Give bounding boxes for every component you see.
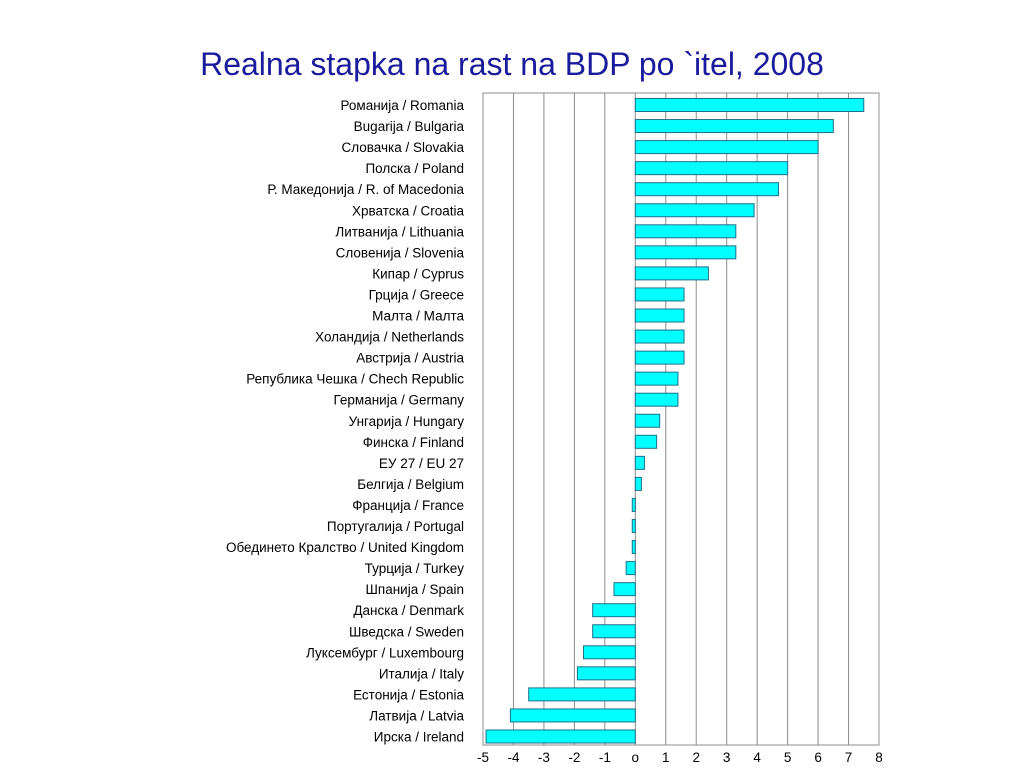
category-label: Обединето Кралство / United Kingdom (226, 540, 464, 555)
category-label: Италија / Italy (379, 666, 464, 681)
bar (634, 476, 642, 491)
category-label: Кипар / Cyprus (372, 266, 464, 281)
bar (634, 455, 645, 470)
bar (634, 413, 661, 428)
x-tick-label: 4 (753, 750, 761, 765)
bar (634, 245, 737, 260)
category-label: Франција / France (352, 498, 464, 513)
bar (634, 182, 779, 197)
bar (631, 497, 636, 512)
bar (509, 708, 636, 723)
chart-title: Realna stapka na rast na BDP po `itel, 2… (200, 46, 824, 82)
bar (583, 645, 636, 660)
bar (634, 434, 658, 449)
category-label: Малта / Малта (372, 309, 464, 324)
bar (634, 266, 709, 281)
category-label: Романија / Romania (341, 98, 465, 113)
bar (625, 561, 636, 576)
category-label: Словенија / Slovenia (336, 245, 465, 260)
bar (634, 224, 737, 239)
category-label: Белгија / Belgium (357, 477, 464, 492)
bar (634, 140, 819, 155)
category-label: Република Чешка / Chech Republic (246, 372, 464, 387)
category-label: Шведска / Sweden (349, 624, 464, 639)
x-tick-label: -5 (477, 750, 489, 765)
bar (485, 729, 636, 744)
bar (576, 666, 636, 681)
category-label: Луксембург / Luxembourg (306, 645, 464, 660)
bar (631, 519, 636, 533)
bar (634, 161, 789, 176)
category-label: Германија / Germany (334, 393, 465, 408)
bar (634, 371, 679, 386)
x-tick-label: 8 (875, 750, 883, 765)
bar (634, 287, 685, 302)
category-label: Шпанија / Spain (366, 582, 464, 597)
x-tick-label: o (632, 750, 640, 765)
bar (634, 329, 685, 344)
category-label: ЕУ 27 / EU 27 (379, 456, 464, 471)
x-tick-label: 1 (662, 750, 670, 765)
x-tick-label: 5 (784, 750, 792, 765)
category-label: Естонија / Estonia (353, 687, 464, 702)
bar (528, 687, 636, 702)
category-label: Bugarija / Bulgaria (354, 119, 465, 134)
category-label: Словачка / Slovakia (341, 140, 464, 155)
category-label: Грција / Greece (369, 287, 464, 302)
x-tick-label: 3 (723, 750, 731, 765)
bar (634, 308, 685, 323)
x-tick-label: 2 (692, 750, 700, 765)
category-label: Ирска / Ireland (374, 730, 464, 745)
category-label: Турција / Turkey (365, 561, 465, 576)
category-label: Португалија / Portugal (327, 519, 464, 534)
bar (634, 203, 755, 218)
category-label: Латвија / Latvia (369, 708, 464, 723)
category-label: Унгарија / Hungary (349, 414, 465, 429)
bar (634, 119, 834, 134)
x-tick-label: 7 (845, 750, 853, 765)
plot-frame (482, 92, 880, 746)
category-label: Полска / Poland (365, 161, 464, 176)
category-label: Р. Македонија / R. of Macedonia (267, 182, 464, 197)
x-tick-label: -1 (599, 750, 611, 765)
bar (634, 350, 685, 365)
bar (592, 603, 636, 618)
bar (634, 392, 679, 407)
category-label: Австрија / Austria (356, 351, 464, 366)
x-tick-label: -2 (568, 750, 580, 765)
category-label: Хрватска / Croatia (352, 203, 464, 218)
bar (592, 624, 636, 639)
x-tick-label: -4 (507, 750, 519, 765)
x-tick-label: -3 (538, 750, 550, 765)
category-label: Финска / Finland (363, 435, 464, 450)
bar (634, 98, 865, 112)
category-label: Холандија / Netherlands (315, 330, 464, 345)
bar (613, 582, 636, 597)
x-tick-label: 6 (814, 750, 822, 765)
bar (631, 540, 636, 555)
category-label: Данска / Denmark (353, 603, 464, 618)
category-label: Литванија / Lithuania (335, 224, 464, 239)
